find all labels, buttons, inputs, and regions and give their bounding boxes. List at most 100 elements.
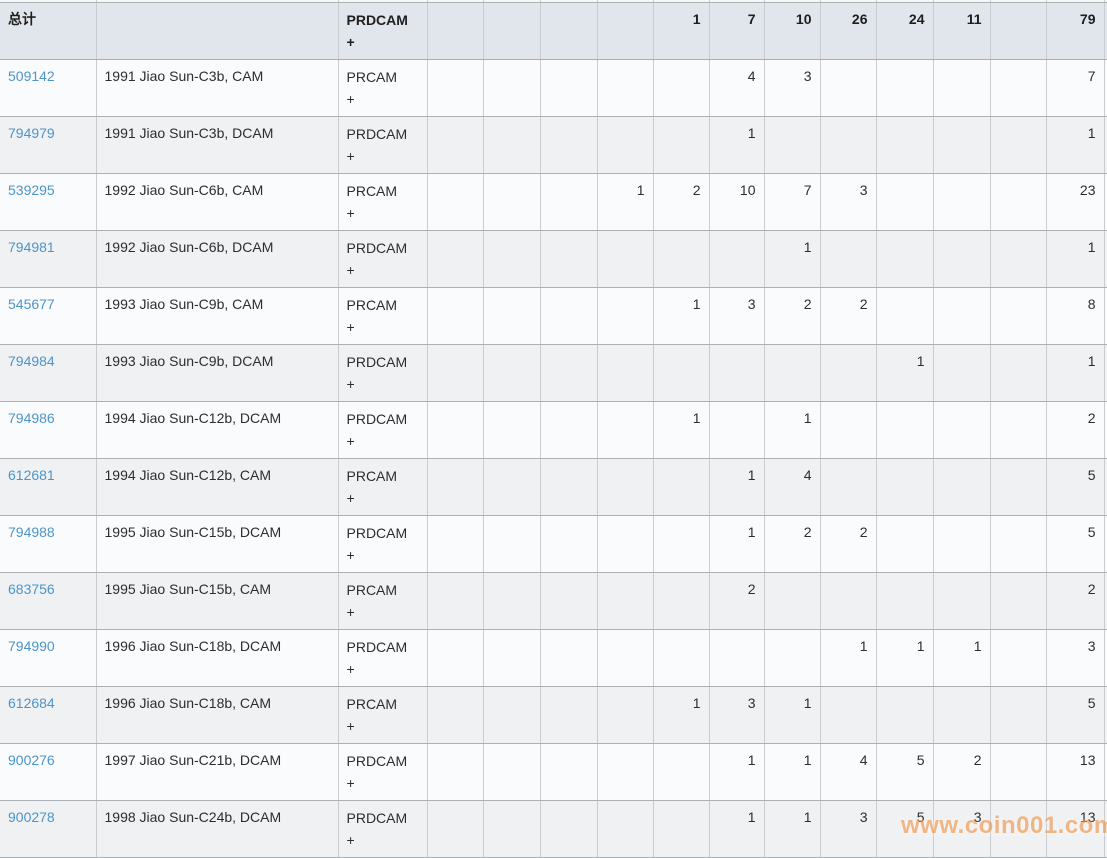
grade-count-cell xyxy=(820,59,877,117)
cert-id-link[interactable]: 900276 xyxy=(8,751,55,768)
row-total: 3 xyxy=(1046,629,1105,687)
grade-count-cell: 2 xyxy=(764,515,821,573)
grade-count-cell xyxy=(483,629,541,687)
grade-count-cell xyxy=(540,173,598,231)
grade-count-cell xyxy=(990,800,1047,858)
row-total: 13 xyxy=(1046,743,1105,801)
grade-count-cell xyxy=(597,686,654,744)
variety-description: 1994 Jiao Sun-C12b, DCAM xyxy=(96,401,339,459)
grade-count-cell xyxy=(653,59,710,117)
grade-count-cell xyxy=(820,401,877,459)
grade-count-cell: 2 xyxy=(820,287,877,345)
grade-count-cell xyxy=(876,173,934,231)
grade-code-plus: + xyxy=(346,432,355,449)
grade-count-cell xyxy=(483,401,541,459)
grade-count-cell: 2 xyxy=(820,515,877,573)
grade-code-plus: + xyxy=(346,774,355,791)
grade-code-plus: + xyxy=(346,489,355,506)
variety-description: 1991 Jiao Sun-C3b, CAM xyxy=(96,59,339,117)
cert-id-link[interactable]: 545677 xyxy=(8,295,55,312)
grade-count-cell xyxy=(933,458,991,516)
grade-count-cell xyxy=(933,344,991,402)
cert-id-link[interactable]: 794986 xyxy=(8,409,55,426)
table-body: 509142 1991 Jiao Sun-C3b, CAM PRCAM + 4 … xyxy=(0,59,1107,858)
header-col-0 xyxy=(427,2,484,60)
row-stub xyxy=(1104,572,1107,630)
grade-count-cell xyxy=(876,572,934,630)
grade-code-cell: PRCAM + xyxy=(338,287,428,345)
grade-count-cell xyxy=(820,458,877,516)
cert-id-cell: 539295 xyxy=(0,173,97,231)
grade-count-cell xyxy=(933,287,991,345)
grade-count-cell xyxy=(933,401,991,459)
grade-code-plus: + xyxy=(346,318,355,335)
cert-id-link[interactable]: 794990 xyxy=(8,637,55,654)
grade-count-cell xyxy=(597,743,654,801)
header-grade-code-line: PRDCAM xyxy=(346,11,408,28)
cert-id-link[interactable]: 794984 xyxy=(8,352,55,369)
header-col-3 xyxy=(597,2,654,60)
grade-count-cell xyxy=(990,230,1047,288)
grade-count-cell: 1 xyxy=(876,344,934,402)
grade-count-cell xyxy=(653,458,710,516)
grade-count-cell xyxy=(540,458,598,516)
grade-count-cell xyxy=(990,344,1047,402)
cert-id-link[interactable]: 683756 xyxy=(8,580,55,597)
cert-id-link[interactable]: 794979 xyxy=(8,124,55,141)
grade-code: PRDCAM xyxy=(346,638,408,655)
table-row: 509142 1991 Jiao Sun-C3b, CAM PRCAM + 4 … xyxy=(0,59,1107,117)
grade-code: PRCAM xyxy=(346,695,398,712)
grade-count-cell: 5 xyxy=(876,800,934,858)
grade-count-cell xyxy=(653,743,710,801)
row-total: 1 xyxy=(1046,116,1105,174)
grade-count-cell xyxy=(597,401,654,459)
grade-code: PRDCAM xyxy=(346,752,408,769)
grade-count-cell: 1 xyxy=(709,458,765,516)
table-row: 612681 1994 Jiao Sun-C12b, CAM PRCAM + 1… xyxy=(0,458,1107,516)
grade-count-cell xyxy=(427,458,484,516)
grade-count-cell xyxy=(540,686,598,744)
grade-count-cell: 1 xyxy=(764,800,821,858)
grade-code-cell: PRCAM + xyxy=(338,59,428,117)
row-total: 13 xyxy=(1046,800,1105,858)
table-row: 545677 1993 Jiao Sun-C9b, CAM PRCAM + 1 … xyxy=(0,287,1107,345)
row-total: 5 xyxy=(1046,458,1105,516)
cert-id-link[interactable]: 794988 xyxy=(8,523,55,540)
cert-id-link[interactable]: 794981 xyxy=(8,238,55,255)
grade-count-cell xyxy=(483,515,541,573)
grade-count-cell xyxy=(427,59,484,117)
grade-count-cell xyxy=(427,686,484,744)
grade-count-cell xyxy=(427,344,484,402)
grade-code: PRCAM xyxy=(346,296,398,313)
row-total: 8 xyxy=(1046,287,1105,345)
grade-code-plus: + xyxy=(346,261,355,278)
grade-count-cell xyxy=(990,116,1047,174)
cert-id-link[interactable]: 612684 xyxy=(8,694,55,711)
grade-count-cell xyxy=(597,800,654,858)
grade-count-cell xyxy=(990,629,1047,687)
grade-count-cell xyxy=(653,116,710,174)
grade-code: PRCAM xyxy=(346,68,398,85)
grade-count-cell: 3 xyxy=(764,59,821,117)
grade-count-cell: 3 xyxy=(709,287,765,345)
grade-code: PRDCAM xyxy=(346,239,408,256)
grade-count-cell xyxy=(990,173,1047,231)
table-row: 900276 1997 Jiao Sun-C21b, DCAM PRDCAM +… xyxy=(0,743,1107,801)
row-stub xyxy=(1104,173,1107,231)
grade-count-cell xyxy=(653,800,710,858)
cert-id-link[interactable]: 900278 xyxy=(8,808,55,825)
grade-code: PRDCAM xyxy=(346,125,408,142)
grade-count-cell: 1 xyxy=(820,629,877,687)
row-total: 2 xyxy=(1046,572,1105,630)
grade-count-cell: 1 xyxy=(764,686,821,744)
grade-count-cell xyxy=(764,572,821,630)
row-total: 7 xyxy=(1046,59,1105,117)
header-col-5: 7 xyxy=(709,2,765,60)
variety-description: 1994 Jiao Sun-C12b, CAM xyxy=(96,458,339,516)
grade-count-cell xyxy=(483,458,541,516)
cert-id-link[interactable]: 612681 xyxy=(8,466,55,483)
cert-id-link[interactable]: 509142 xyxy=(8,67,55,84)
cert-id-link[interactable]: 539295 xyxy=(8,181,55,198)
table-row: 683756 1995 Jiao Sun-C15b, CAM PRCAM + 2… xyxy=(0,572,1107,630)
header-col-2 xyxy=(540,2,598,60)
